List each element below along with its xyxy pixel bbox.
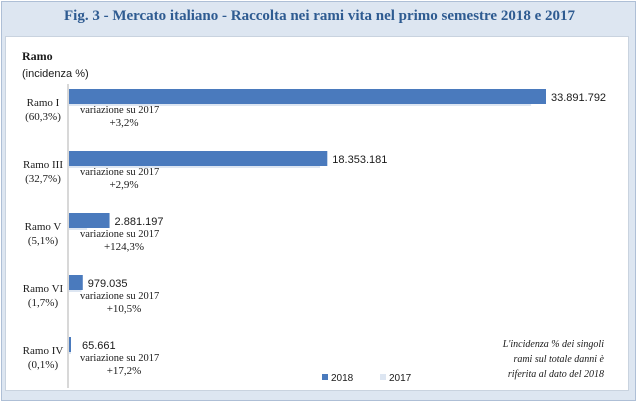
category-share: (5,1%) (28, 235, 59, 247)
variation-value: +10,5% (107, 303, 142, 315)
variation-label: variazione su 2017 (80, 229, 159, 240)
bar-2018 (69, 151, 328, 166)
note: L'incidenza % dei singoli rami sul total… (502, 339, 605, 380)
legend-swatch-2017 (380, 374, 386, 380)
category-label: Ramo V (25, 221, 62, 233)
category-label: Ramo IV (23, 345, 64, 357)
variation-label: variazione su 2017 (80, 353, 159, 364)
category-share: (0,1%) (28, 359, 59, 371)
category-label: Ramo III (23, 159, 63, 171)
bar-2018 (69, 213, 110, 228)
data-label-2018: 65.661 (82, 340, 116, 352)
data-label-2018: 33.891.792 (551, 92, 606, 104)
variation-label: variazione su 2017 (80, 291, 159, 302)
category-label: Ramo VI (23, 283, 64, 295)
category-label: Ramo I (27, 97, 60, 109)
legend-label-2017: 2017 (389, 373, 412, 384)
variation-value: +17,2% (107, 365, 142, 377)
category-share: (32,7%) (25, 173, 61, 185)
variation-value: +2,9% (109, 179, 138, 191)
bar-2018 (69, 89, 546, 104)
legend-swatch-2018 (322, 374, 328, 380)
data-label-2018: 18.353.181 (332, 154, 387, 166)
note-line-1: L'incidenza % dei singoli (502, 339, 605, 350)
bar-2018 (69, 275, 83, 290)
axis-subtitle: (incidenza %) (22, 68, 89, 80)
data-label-2018: 979.035 (88, 278, 128, 290)
variation-value: +3,2% (109, 117, 138, 129)
variation-label: variazione su 2017 (80, 105, 159, 116)
note-line-2: rami sul totale danni è (513, 354, 604, 365)
bars-group: Ramo I (60,3%) 33.891.792 variazione su 201… (23, 89, 606, 377)
legend: 2018 2017 (322, 373, 412, 384)
variation-value: +124,3% (104, 241, 144, 253)
category-share: (1,7%) (28, 297, 59, 309)
variation-label: variazione su 2017 (80, 167, 159, 178)
data-label-2018: 2.881.197 (115, 216, 164, 228)
legend-label-2018: 2018 (331, 373, 354, 384)
note-line-3: riferita al dato del 2018 (508, 369, 604, 380)
axis-title: Ramo (22, 49, 53, 63)
figure-title: Fig. 3 - Mercato italiano - Raccolta nei… (64, 8, 575, 24)
category-share: (60,3%) (25, 111, 61, 123)
bar-2018 (69, 337, 71, 352)
